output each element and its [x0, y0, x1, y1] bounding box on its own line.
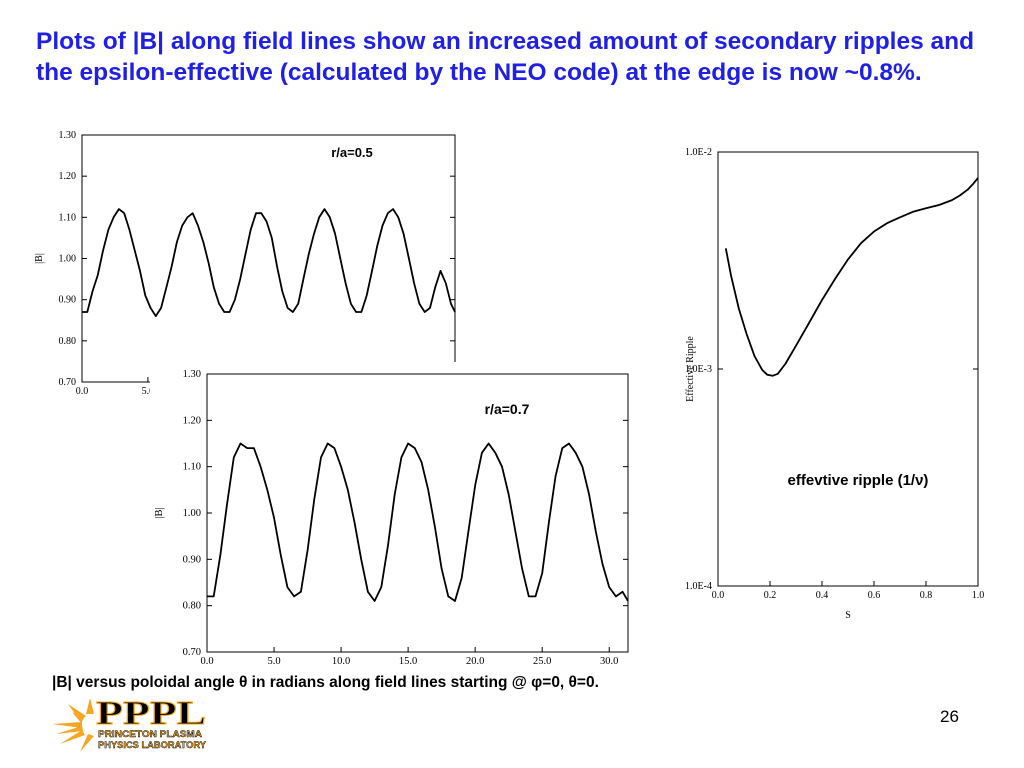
eff-ripple-xtick-label: 0.4 — [816, 590, 829, 601]
b-ra07-xtick-label: 20.0 — [466, 656, 484, 667]
logo-subtitle-line2: PHYSICS LABORATORY — [98, 740, 206, 750]
b-ra07-ylabel: |B| — [154, 507, 165, 518]
b-ra07-ytick-label: 0.80 — [183, 601, 201, 612]
logo-wordmark: PPPL — [96, 695, 206, 732]
b-ra07-frame — [206, 373, 629, 653]
b-ra05-ytick-label: 1.20 — [59, 171, 77, 182]
eff-ripple-xtick-label: 0.0 — [712, 590, 725, 601]
figure-caption: |B| versus poloidal angle θ in radians a… — [52, 674, 599, 691]
b-ra05-series-line — [82, 208, 456, 317]
b-ra07-xtick-label: 30.0 — [600, 656, 618, 667]
page-number: 26 — [940, 707, 959, 726]
b-ra07-ytick-label: 0.90 — [183, 554, 201, 565]
pppl-logo: PPPL PRINCETON PLASMA PHYSICS LABORATORY — [50, 690, 210, 756]
b-ra05-ytick-label: 1.30 — [59, 130, 77, 141]
b-ra05-ytick-label: 0.90 — [59, 295, 77, 306]
b-ra05-frame — [81, 134, 456, 383]
logo-subtitle-line1: PRINCETON PLASMA — [98, 729, 203, 739]
sunburst-icon — [52, 698, 94, 752]
b-ra07-ytick-label: 1.30 — [183, 369, 201, 380]
b-ra05-xtick-label: 0.0 — [76, 386, 89, 397]
pppl-logo-graphic: PPPL PRINCETON PLASMA PHYSICS LABORATORY — [52, 695, 207, 752]
b-ra07-xtick-label: 0.0 — [200, 656, 213, 667]
plot-ra05: 0.70 0.80 0.90 1.00 1.10 1.20 1.30 0.0 5.0 |B| r/a… — [30, 125, 460, 405]
b-ra07-ytick-label: 1.20 — [183, 415, 201, 426]
b-ra07-ytick-label: 1.00 — [183, 508, 201, 519]
eff-ripple-xtick-label: 0.8 — [920, 590, 933, 601]
eff-ripple-ytick-label: 1.0E-4 — [685, 581, 712, 592]
b-ra05-xtick-label: 5.0 — [142, 386, 155, 397]
plot-ra05-svg: 0.70 0.80 0.90 1.00 1.10 1.20 1.30 0.0 5.0 |B| r/a… — [34, 130, 456, 397]
b-ra07-xtick-label: 5.0 — [267, 656, 280, 667]
b-ra05-ytick-label: 0.70 — [59, 377, 77, 388]
plot-effective-ripple: 1.0E-4 1.0E-3 1.0E-2 0.0 0.2 0.4 0.6 0.8 1.0 Effe… — [640, 140, 1005, 630]
b-ra05-ylabel: |B| — [34, 253, 45, 264]
b-ra05-ytick-label: 1.10 — [59, 212, 77, 223]
b-ra05-annotation: r/a=0.5 — [331, 145, 373, 160]
eff-ripple-ytick-label: 1.0E-2 — [685, 147, 712, 158]
b-ra05-ytick-label: 0.80 — [59, 336, 77, 347]
eff-ripple-xtick-label: 0.6 — [868, 590, 881, 601]
b-ra07-xtick-label: 25.0 — [533, 656, 551, 667]
eff-ripple-ylabel: Effective Ripple — [685, 336, 696, 402]
b-ra07-annotation: r/a=0.7 — [485, 401, 530, 417]
eff-ripple-series-line — [724, 177, 979, 377]
plot-ra07: 0.70 0.80 0.90 1.00 1.10 1.20 1.30 0.0 5.0 10.0 15… — [150, 362, 640, 672]
b-ra07-xtick-label: 15.0 — [399, 656, 417, 667]
b-ra07-ytick-label: 1.10 — [183, 462, 201, 473]
eff-ripple-xlabel: S — [845, 610, 851, 621]
eff-ripple-frame — [717, 151, 979, 587]
slide-title: Plots of |B| along field lines show an i… — [36, 28, 975, 86]
b-ra05-ytick-label: 1.00 — [59, 254, 77, 265]
eff-ripple-xtick-label: 0.2 — [764, 590, 777, 601]
b-ra07-ytick-label: 0.70 — [183, 647, 201, 658]
plot-ra07-svg: 0.70 0.80 0.90 1.00 1.10 1.20 1.30 0.0 5.0 10.0 15… — [154, 369, 629, 667]
b-ra07-xtick-label: 10.0 — [332, 656, 350, 667]
eff-ripple-xtick-label: 1.0 — [972, 590, 985, 601]
plot-effective-ripple-svg: 1.0E-4 1.0E-3 1.0E-2 0.0 0.2 0.4 0.6 0.8 1.0 Effe… — [685, 147, 985, 621]
b-ra07-series-line — [207, 442, 629, 602]
eff-ripple-annotation: effevtive ripple (1/ν) — [788, 472, 929, 489]
eff-ripple-ytick-label: 1.0E-3 — [685, 364, 712, 375]
